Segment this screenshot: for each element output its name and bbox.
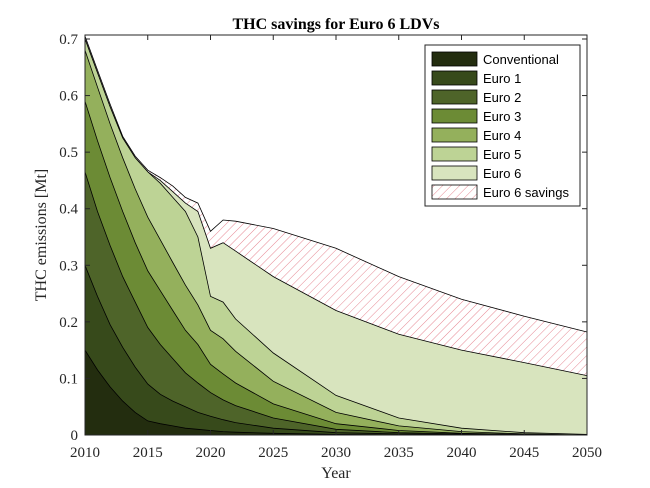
legend-swatch [431,51,478,67]
y-tick-label: 0.4 [59,202,78,218]
x-tick-label: 2050 [572,445,602,461]
x-tick-label: 2010 [70,445,100,461]
y-tick-label: 0 [71,428,79,444]
legend-label: Euro 6 [483,166,521,181]
legend-swatch [431,70,478,86]
boundary-euro-4 [84,50,588,436]
y-axis: 0 0.1 0.2 0.3 0.4 0.5 0.6 0.7 [59,32,587,444]
legend-label: Euro 1 [483,71,521,86]
legend-label: Conventional [483,52,559,67]
legend-label: Euro 4 [483,128,521,143]
legend-label: Euro 6 savings [483,185,569,200]
x-tick-label: 2035 [384,445,414,461]
chart-title: THC savings for Euro 6 LDVs [233,16,440,33]
legend-swatch [431,108,478,124]
x-tick-label: 2040 [447,445,477,461]
legend-swatch [431,165,478,181]
y-tick-label: 0.1 [59,371,78,387]
legend-label: Euro 3 [483,109,521,124]
area-conventional [85,350,587,435]
legend-swatch [431,146,478,162]
x-tick-label: 2020 [196,445,226,461]
legend-swatch [431,127,478,143]
boundary-euro-5 [84,38,588,435]
x-tick-label: 2045 [509,445,539,461]
legend: Conventional Euro 1 Euro 2 Euro 3 Euro 4 Euro… [424,44,581,207]
legend-swatch [431,184,478,200]
y-tick-label: 0.5 [59,145,78,161]
x-tick-label: 2030 [321,445,351,461]
legend-swatch [431,89,478,105]
legend-label: Euro 2 [483,90,521,105]
legend-label: Euro 5 [483,147,521,162]
y-tick-label: 0.2 [59,315,78,331]
boundary-euro-6-savings [84,36,588,333]
y-tick-label: 0.6 [59,89,78,105]
x-axis-label: Year [321,465,351,482]
area-euro-4 [85,50,587,436]
y-tick-label: 0.7 [59,32,78,48]
x-axis: 2010 2015 2020 2025 2030 2035 2040 2045 2050 [70,35,602,461]
x-tick-label: 2015 [133,445,163,461]
legend-box [424,44,581,207]
y-axis-label: THC emissions [Mt] [33,169,50,301]
y-tick-label: 0.3 [59,258,78,274]
x-tick-label: 2025 [258,445,288,461]
